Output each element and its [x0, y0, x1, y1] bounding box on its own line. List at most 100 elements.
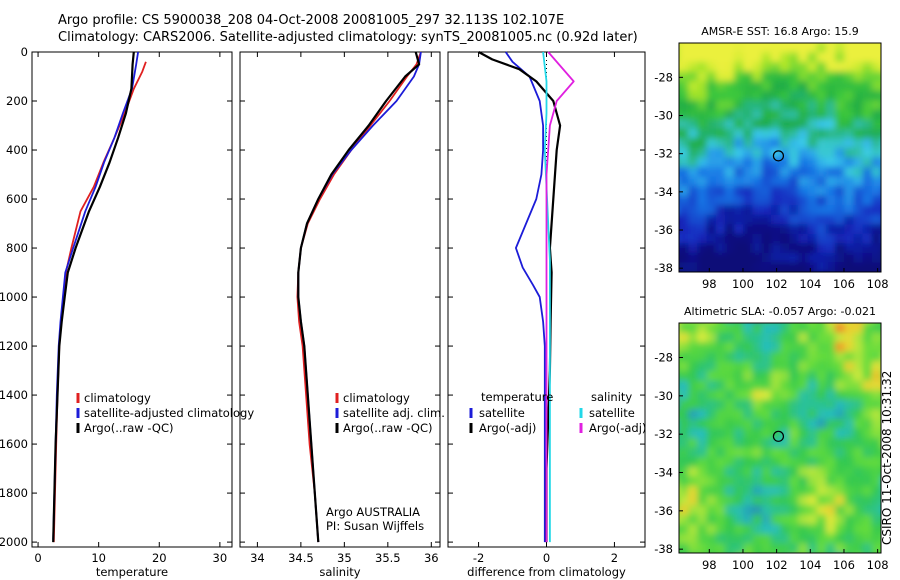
- sla-map-cell: [688, 505, 698, 516]
- sla-map-cell: [697, 409, 708, 420]
- sla-map-cell: [853, 533, 864, 545]
- sla-map-cell: [807, 533, 818, 545]
- sla-map-cell: [881, 505, 891, 515]
- sst-map-cell: [761, 62, 772, 73]
- sla-map-cell: [761, 505, 772, 516]
- sst-map-cell: [835, 71, 845, 82]
- sla-map-cell: [743, 380, 754, 391]
- sla-map-cell: [825, 485, 836, 497]
- sst-map-cell: [770, 176, 781, 187]
- sla-map-cell: [679, 342, 689, 353]
- sst-map-cell: [780, 252, 790, 264]
- sla-map-cell: [844, 370, 855, 382]
- sla-map-cell: [798, 447, 809, 458]
- sla-map-cell: [734, 342, 744, 353]
- sla-map-cell: [825, 447, 836, 458]
- sla-map-cell: [752, 370, 763, 382]
- sla-map-cell: [770, 514, 781, 525]
- sst-map-cell: [871, 100, 881, 111]
- sst-map-cell: [734, 138, 744, 149]
- sla-map-cell: [807, 505, 818, 516]
- difference-series-salinity-satellite: [542, 51, 551, 543]
- sla-map-cell: [844, 514, 855, 525]
- sst-map-cell: [761, 81, 772, 92]
- sla-map-cell: [734, 370, 744, 382]
- sla-map-cell: [853, 543, 864, 553]
- sst-map-cell: [780, 119, 790, 130]
- sla-map-cell: [798, 524, 809, 535]
- sst-map-cell: [688, 272, 698, 282]
- sla-map-cell: [853, 447, 864, 458]
- sst-map-cell: [724, 90, 735, 101]
- sla-map-cell: [862, 428, 873, 439]
- sla-map-cell: [789, 380, 799, 391]
- sst-map-cell: [780, 128, 790, 140]
- sla-map-cell: [715, 466, 726, 477]
- sst-map-cell: [679, 43, 680, 54]
- sst-map-cell: [724, 100, 735, 111]
- sla-map-cell: [688, 428, 698, 439]
- sst-map-cell: [780, 81, 790, 92]
- sla-map-cell: [697, 342, 708, 353]
- sla-map-cell: [844, 332, 855, 343]
- sst-map-cell: [743, 252, 754, 264]
- sst-map-cell: [743, 100, 754, 111]
- sla-map-cell: [679, 351, 689, 362]
- sst-map-cell: [761, 252, 772, 264]
- sla-map-frame: [678, 322, 882, 554]
- sla-map-cell: [706, 409, 717, 420]
- sst-map-cell: [853, 138, 864, 149]
- sst-map-cell: [743, 81, 754, 92]
- sla-map-cell: [688, 543, 698, 553]
- sst-map-cell: [743, 262, 754, 272]
- sst-map-cell: [881, 53, 891, 63]
- sst-map-cell: [715, 252, 726, 264]
- sla-map-ytick-label: -30: [654, 389, 673, 403]
- salinity-axes-frame: [239, 51, 441, 548]
- sst-map-cell: [688, 71, 698, 82]
- temperature-ytick-label: 400: [6, 143, 28, 157]
- sst-map-cell: [881, 100, 891, 110]
- sla-map-cell: [853, 399, 864, 410]
- sla-map-cell: [798, 428, 809, 439]
- sla-map-cell: [881, 409, 891, 419]
- sst-map-cell: [881, 138, 891, 148]
- sst-map-cell: [724, 176, 735, 187]
- sla-map-cell: [816, 351, 827, 362]
- sst-map-cell: [706, 52, 717, 63]
- sla-map-cell: [715, 495, 726, 506]
- sla-map-cell: [862, 399, 873, 410]
- sla-map-cell: [835, 543, 845, 553]
- sla-map-cell: [807, 323, 818, 334]
- sla-map-cell: [752, 533, 763, 545]
- sla-map-cell: [688, 533, 698, 545]
- sla-map-cell: [881, 534, 891, 544]
- sst-map-cell: [734, 62, 744, 73]
- sst-map-cell: [816, 128, 827, 140]
- salinity-legend-label: climatology: [343, 391, 410, 405]
- sla-map-cell: [798, 342, 809, 353]
- sst-map-cell: [770, 109, 781, 120]
- sla-map-cell: [835, 447, 845, 458]
- sst-map-cell: [835, 262, 845, 272]
- temperature-ytick-label: 1600: [0, 437, 28, 451]
- sla-map-cell: [743, 342, 754, 353]
- sst-map-cell: [706, 62, 717, 73]
- sst-map-cell: [881, 234, 891, 244]
- sst-map-cell: [816, 233, 827, 244]
- sla-map-cell: [679, 370, 689, 382]
- sst-map-cell: [688, 81, 698, 92]
- sst-map-cell: [724, 43, 735, 54]
- sla-map-cell: [734, 380, 744, 391]
- sst-map-cell: [844, 205, 855, 216]
- sla-map-cell: [780, 428, 790, 439]
- sla-map-cell: [715, 342, 726, 353]
- sla-map-cell: [789, 495, 799, 506]
- sla-map-cell: [825, 351, 836, 362]
- sst-map-cell: [881, 253, 891, 263]
- sla-map-cell: [835, 361, 845, 372]
- sst-map-cell: [706, 90, 717, 101]
- sst-map-cell: [798, 214, 809, 225]
- sst-map-cell: [743, 167, 754, 178]
- sst-map-cell: [770, 262, 781, 272]
